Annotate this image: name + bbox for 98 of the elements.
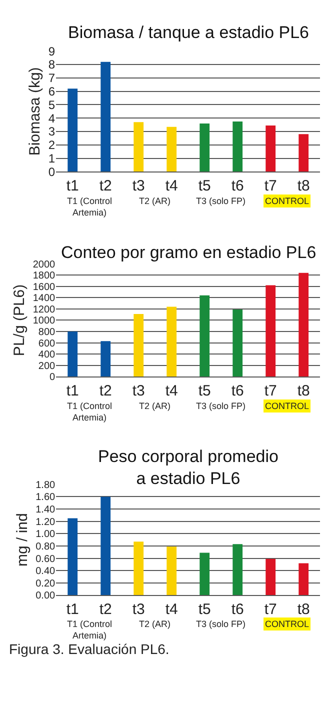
x-tick-label: t6 — [231, 178, 244, 195]
x-tick-label: t4 — [165, 601, 178, 618]
bar — [166, 126, 177, 172]
bar — [232, 310, 243, 377]
y-tick-label: 1.80 — [36, 480, 56, 491]
bar — [232, 544, 243, 596]
y-tick-label: 400 — [38, 350, 56, 361]
y-tick-label: 6 — [48, 84, 56, 99]
y-tick-label: 0.40 — [36, 566, 56, 578]
y-tick-label: 5 — [48, 98, 56, 112]
bar — [232, 121, 243, 172]
x-tick-label: t8 — [297, 382, 310, 400]
bar — [200, 295, 210, 377]
bar — [100, 341, 111, 377]
x-tick-label: t7 — [264, 601, 277, 618]
bar — [100, 62, 111, 172]
y-tick-label: 1600 — [32, 282, 56, 293]
x-tick-label: t8 — [297, 178, 310, 195]
y-tick-label: 0.80 — [36, 541, 56, 552]
x-tick-label: t2 — [99, 178, 112, 195]
bar — [266, 125, 276, 172]
y-tick-label: 200 — [38, 360, 56, 372]
text: T3 (solo FP) — [196, 401, 246, 411]
y-tick-label: 800 — [38, 326, 56, 338]
text: CONTROL — [265, 619, 310, 629]
y-tick-label: 1000 — [32, 316, 56, 327]
chart-title: Biomasa / tanque a estadio PL6 — [68, 23, 309, 42]
x-tick-label: t4 — [165, 382, 178, 400]
y-tick-label: 1.40 — [36, 504, 56, 516]
y-tick-label: 0.00 — [36, 590, 56, 602]
x-tick-label: t8 — [297, 601, 310, 618]
bar — [134, 542, 144, 596]
x-tick-label: t5 — [198, 382, 211, 400]
y-tick-label: 1400 — [32, 293, 56, 304]
text: T1 (Control Artemia) — [67, 401, 112, 423]
x-tick-label: t7 — [264, 178, 277, 195]
bar — [266, 558, 276, 596]
y-tick-label: 0 — [50, 372, 56, 384]
x-tick-label: t2 — [99, 382, 112, 400]
y-tick-label: 1200 — [32, 304, 56, 316]
text: T3 (solo FP) — [196, 619, 246, 629]
text: T1 (Control Artemia) — [67, 196, 112, 218]
chart-title: Conteo por gramo en estadio PL6 — [61, 243, 316, 262]
bar — [68, 88, 78, 172]
x-tick-label: t3 — [132, 601, 145, 618]
y-tick-label: 2 — [48, 138, 56, 152]
text: T1 (Control Artemia) — [67, 619, 112, 641]
bar — [100, 496, 111, 596]
x-tick-label: t2 — [99, 601, 112, 618]
text: Figura 3. Evaluación PL6. — [9, 641, 170, 657]
text: T3 (solo FP) — [196, 196, 246, 206]
bar — [68, 331, 78, 377]
x-tick-label: t6 — [231, 382, 244, 400]
text: CONTROL — [265, 196, 310, 206]
x-tick-label: t7 — [264, 382, 277, 400]
x-tick-label: t5 — [198, 178, 211, 195]
bar — [266, 285, 276, 377]
x-tick-label: t5 — [198, 601, 211, 618]
y-tick-label: 8 — [48, 58, 56, 72]
y-tick-label: 1.60 — [36, 492, 56, 504]
y-tick-label: 1800 — [32, 270, 56, 282]
bar — [200, 123, 210, 172]
y-tick-label: 7 — [48, 71, 56, 86]
x-tick-label: t6 — [231, 601, 244, 618]
x-tick-label: t3 — [132, 178, 145, 195]
y-axis-title: Biomasa (kg) — [26, 67, 44, 156]
bar — [134, 122, 144, 172]
y-axis-title: PL/g (PL6) — [11, 284, 28, 356]
x-tick-label: t1 — [66, 382, 79, 400]
y-tick-label: 0 — [48, 164, 56, 179]
y-axis-title: mg / ind — [14, 513, 31, 566]
bar — [134, 314, 144, 377]
bar — [68, 518, 78, 596]
text: T2 (AR) — [139, 196, 171, 206]
bar — [166, 306, 177, 377]
y-tick-label: 1.20 — [36, 516, 56, 528]
text: T2 (AR) — [139, 619, 171, 629]
x-tick-label: t4 — [165, 178, 178, 195]
y-tick-label: 9 — [48, 44, 56, 58]
y-tick-label: 600 — [38, 338, 56, 350]
x-tick-label: t1 — [66, 601, 79, 618]
x-tick-label: t1 — [66, 178, 79, 195]
y-tick-label: 0.60 — [36, 554, 56, 565]
bar — [298, 563, 309, 596]
y-tick-label: 3 — [48, 124, 56, 139]
y-tick-label: 4 — [48, 111, 56, 126]
y-tick-label: 2000 — [32, 259, 56, 270]
y-tick-label: 1 — [48, 151, 56, 166]
chart-title: Peso corporal promedio a estadio PL6 — [98, 447, 278, 488]
bar — [298, 134, 309, 172]
bar — [200, 552, 210, 596]
text: CONTROL — [265, 401, 310, 411]
bar — [166, 546, 177, 596]
y-tick-label: 1.00 — [36, 529, 56, 540]
bar — [298, 272, 309, 377]
x-tick-label: t3 — [132, 382, 145, 400]
text: T2 (AR) — [139, 401, 171, 411]
y-tick-label: 0.20 — [36, 578, 56, 590]
